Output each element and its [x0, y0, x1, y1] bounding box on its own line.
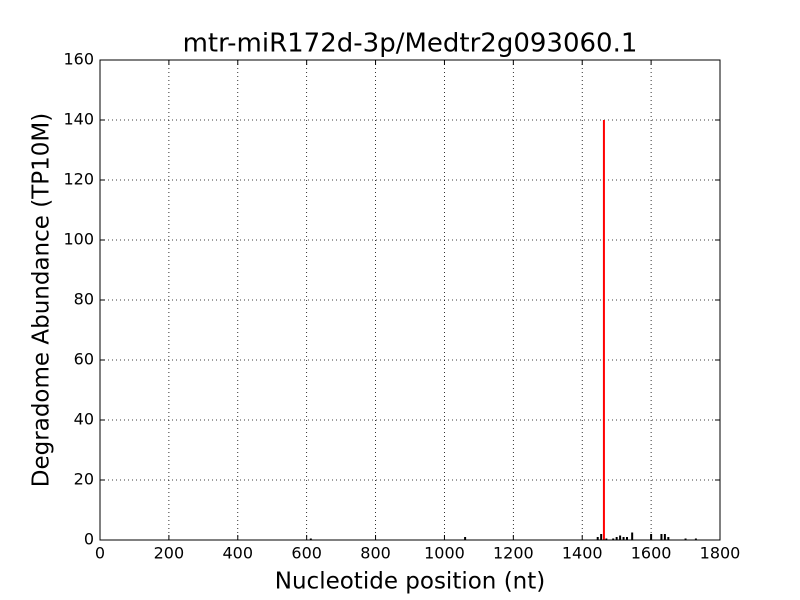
x-tick-label: 0 — [95, 544, 105, 563]
x-axis-label: Nucleotide position (nt) — [275, 569, 545, 595]
x-tick-label: 400 — [223, 544, 254, 563]
x-tick-label: 1800 — [700, 544, 741, 563]
x-tick-label: 800 — [360, 544, 391, 563]
y-tick-label: 160 — [63, 50, 94, 69]
x-tick-label: 200 — [154, 544, 185, 563]
y-tick-label: 100 — [63, 230, 94, 249]
plot-frame — [99, 59, 721, 541]
x-tick-label: 1200 — [493, 544, 534, 563]
y-tick-label: 40 — [74, 410, 94, 429]
y-tick-label: 120 — [63, 170, 94, 189]
x-tick-label: 1000 — [424, 544, 465, 563]
x-tick-label: 600 — [291, 544, 322, 563]
x-tick-label: 1600 — [631, 544, 672, 563]
y-tick-label: 140 — [63, 110, 94, 129]
y-axis-label: Degradome Abundance (TP10M) — [29, 113, 55, 487]
x-tick-label: 1400 — [562, 544, 603, 563]
y-tick-label: 0 — [84, 530, 94, 549]
y-tick-label: 60 — [74, 350, 94, 369]
chart-title: mtr-miR172d-3p/Medtr2g093060.1 — [183, 29, 638, 59]
y-tick-label: 20 — [74, 470, 94, 489]
y-tick-label: 80 — [74, 290, 94, 309]
